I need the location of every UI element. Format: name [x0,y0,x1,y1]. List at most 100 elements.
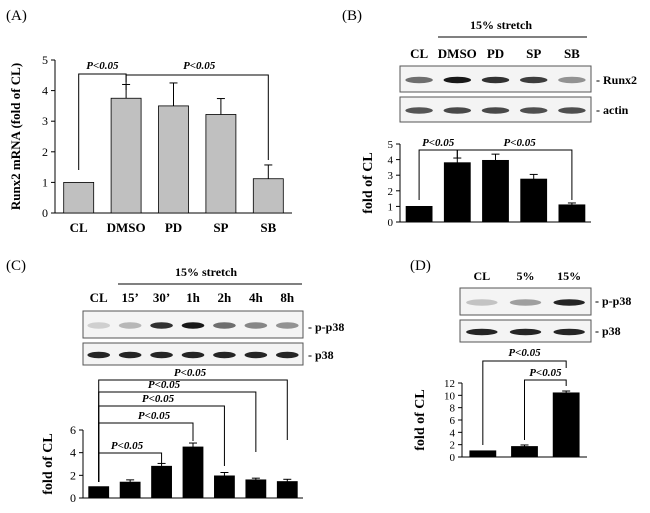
y-tick-label: 2 [388,186,394,198]
bar [405,205,433,223]
blot-p-p38-band [466,299,498,306]
bar [119,481,141,499]
bar [63,181,95,214]
blot-p38-band [553,328,585,336]
blot-p-p38-band [553,299,585,306]
significance-bracket [482,360,567,445]
bar [214,475,235,499]
y-tick-label: 0 [450,452,456,464]
y-tick-label: 3 [388,170,394,182]
stretch-header: 15% stretch [470,18,532,32]
x-tick-label: PD [165,220,182,235]
x-tick-label: DMSO [107,220,146,235]
lane-label: 15’ [121,290,138,305]
bar [88,486,110,499]
lane-label: CL [410,46,428,61]
y-tick-label: 1 [42,175,48,189]
blot-label: - p38 [595,324,621,338]
blot-p38-band [181,351,205,359]
blot-p-p38-band [118,322,142,329]
blot-actin-band [481,107,510,114]
x-tick-label: SB [260,220,276,235]
lane-label: PD [487,46,504,61]
blot-label: - Runx2 [596,73,637,87]
blot-label: - p38 [308,348,334,362]
y-tick-label: 8 [450,403,456,415]
significance-bracket [456,149,573,200]
blot-p38-band [213,351,236,359]
blot-runx2-band [481,76,510,84]
lane-label: DMSO [438,46,477,61]
blot-runx2-band [443,76,472,84]
bar [520,178,548,223]
y-tick-label: 3 [42,114,48,128]
lane-label: 5% [517,269,535,283]
blot-label: - p-p38 [595,294,631,308]
bar [482,159,509,223]
significance-label: P<0.05 [183,60,216,72]
y-tick-label: 10 [444,390,456,402]
y-tick-label: 0 [388,217,394,229]
bar [110,97,142,214]
bar [511,446,538,458]
significance-bracket [524,379,567,440]
bar [151,465,172,499]
blot-actin-band [443,107,472,114]
significance-label: P<0.05 [86,60,119,72]
blot-runx2-band [405,76,433,84]
bar [158,105,189,214]
significance-label: P<0.05 [503,137,536,149]
blot-p38-band [118,351,142,359]
lane-label: SP [526,46,541,61]
lane-label: CL [90,290,108,305]
y-tick-label: 0 [70,491,76,505]
blot-label: - actin [596,103,629,117]
y-tick-label: 4 [70,446,76,460]
lane-label: 4h [249,290,264,305]
panel-label: (D) [410,258,431,274]
panel-label: (A) [6,8,27,24]
blot-runx2-band [519,76,548,84]
bar [552,392,580,458]
blot-p-p38-band [275,322,299,329]
bar [182,446,204,499]
lane-label: 1h [186,290,201,305]
blot-p38-band [275,351,299,359]
y-tick-label: 2 [70,468,76,482]
blot-runx2-band [558,76,586,84]
x-tick-label: SP [213,220,228,235]
y-tick-label: 6 [450,415,456,427]
blot-p38-band [466,328,498,336]
significance-bracket [125,74,269,160]
bar [245,479,267,499]
blot-p-p38-band [509,299,542,306]
significance-label: P<0.05 [138,410,171,422]
bar [469,450,497,458]
stretch-header: 15% stretch [175,265,237,279]
blot-actin-band [558,107,586,114]
lane-label: SB [564,46,580,61]
y-tick-label: 2 [450,440,456,452]
lane-label: 8h [280,290,295,305]
y-tick-label: 2 [42,145,48,159]
significance-label: P<0.05 [148,379,181,391]
y-tick-label: 1 [388,201,394,213]
blot-label: - p-p38 [308,320,344,334]
significance-label: P<0.05 [508,347,541,359]
significance-label: P<0.05 [142,393,175,405]
lane-label: 30’ [153,290,170,305]
lane-label: CL [473,269,490,283]
significance-label: P<0.05 [422,137,455,149]
blot-p-p38-band [87,322,111,329]
y-tick-label: 4 [450,427,456,439]
y-axis-label: Runx2 mRNA (fold of CL) [8,63,23,210]
blot-p38-band [509,328,542,336]
significance-label: P<0.05 [111,440,144,452]
significance-bracket [98,379,288,482]
blot-p38-band [150,351,173,359]
y-tick-label: 5 [388,139,394,151]
blot-p-p38-band [150,322,173,329]
blot-actin-band [405,107,433,114]
lane-label: 2h [218,290,233,305]
